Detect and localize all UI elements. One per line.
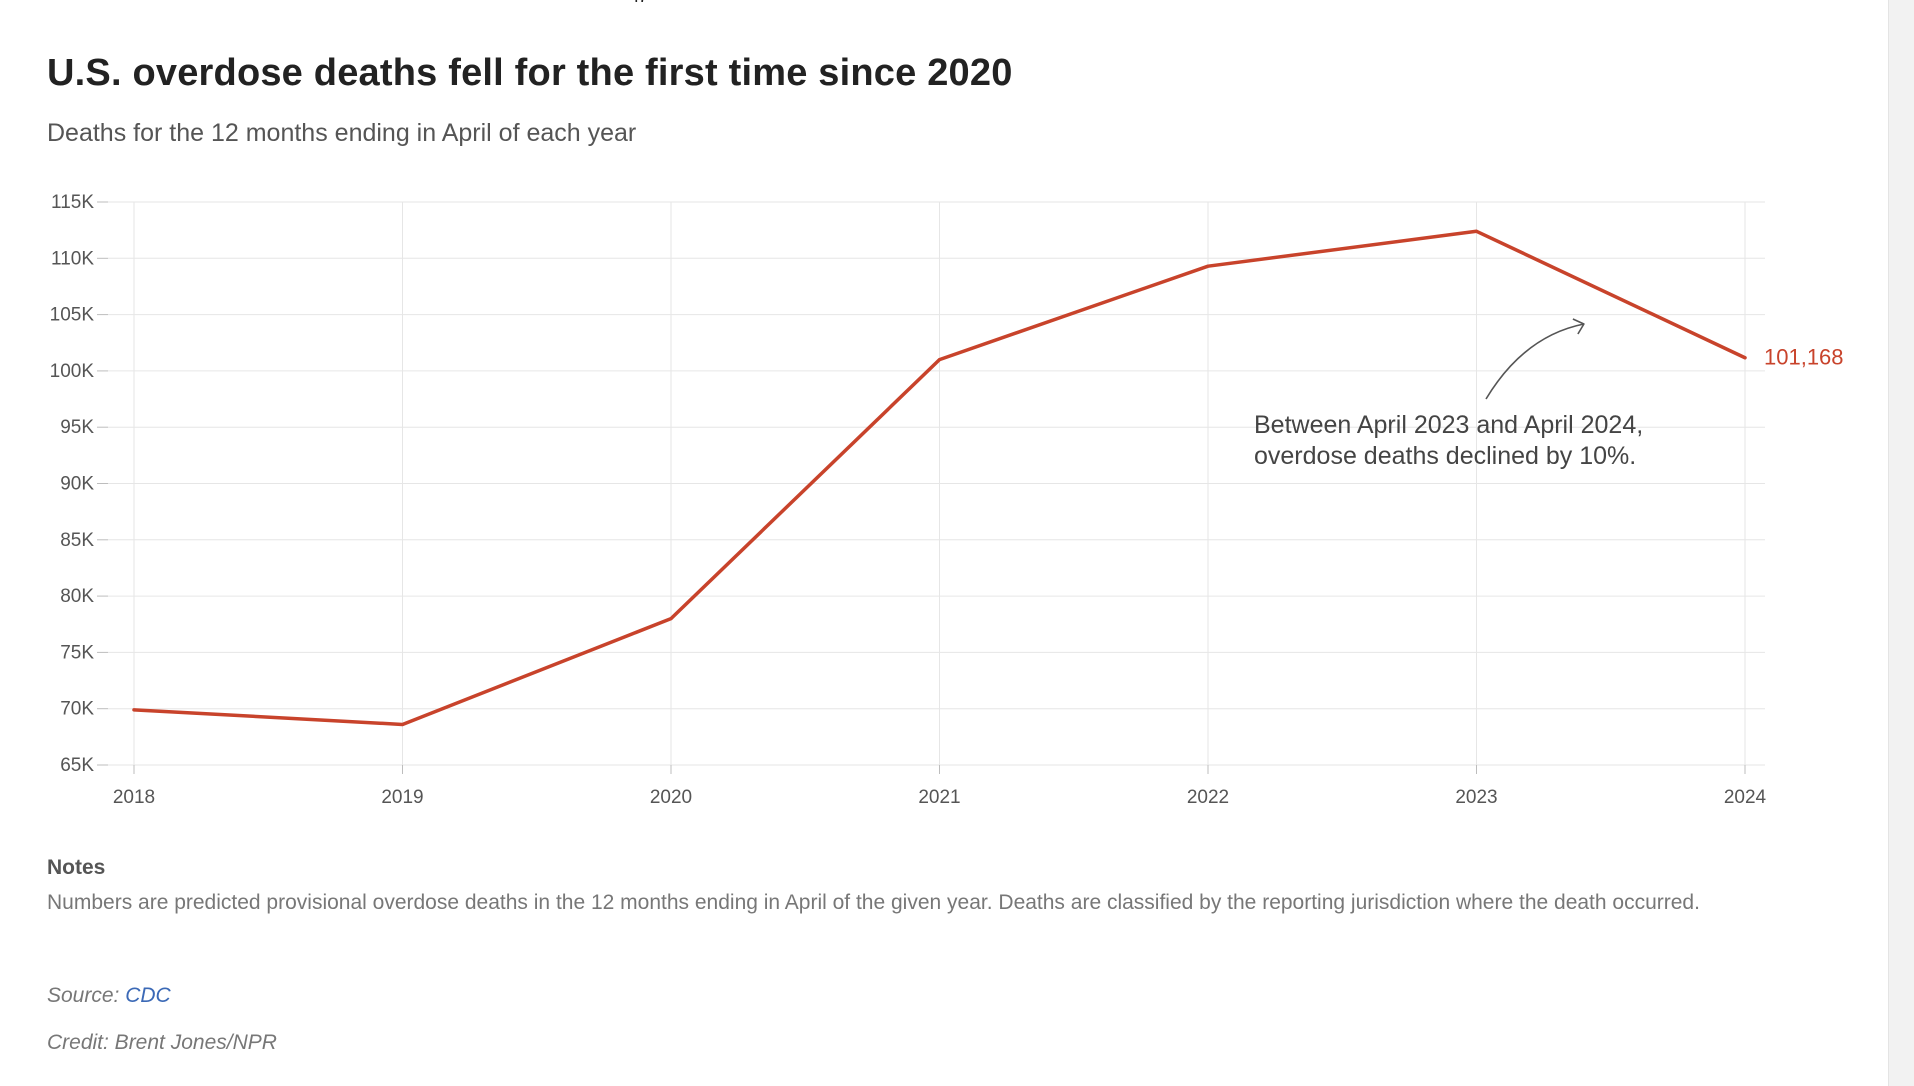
grid-layer <box>108 201 1765 766</box>
annotation-arrow <box>1485 323 1585 400</box>
chart-subtitle: Deaths for the 12 months ending in April… <box>47 119 637 147</box>
series-layer: 101,168 <box>132 229 1844 727</box>
y-tick-label: 80K <box>60 586 94 607</box>
source-prefix: Source: <box>47 984 120 1007</box>
scrollbar-track[interactable] <box>1888 0 1914 1086</box>
data-point <box>1743 356 1747 360</box>
data-point <box>401 722 404 726</box>
y-tick-label: 65K <box>60 755 94 776</box>
credit-line: Credit: Brent Jones/NPR <box>47 1031 277 1054</box>
x-tick-label: 2023 <box>1455 787 1497 808</box>
notes-text: Numbers are predicted provisional overdo… <box>47 891 1700 914</box>
y-tick-label: 90K <box>60 474 94 495</box>
x-tick-label: 2022 <box>1187 787 1229 808</box>
y-tick-label: 85K <box>60 530 94 551</box>
x-tick-label: 2020 <box>650 787 692 808</box>
data-point <box>1206 264 1210 268</box>
data-point <box>938 358 941 362</box>
annotation-arrowhead <box>1572 318 1585 335</box>
end-value-label: 101,168 <box>1764 345 1844 370</box>
source-link[interactable]: CDC <box>125 984 171 1007</box>
data-point <box>132 708 136 712</box>
y-tick-label: 110K <box>51 248 94 269</box>
x-tick-label: 2024 <box>1724 787 1767 808</box>
data-point <box>1475 229 1478 233</box>
annotation-line: Between April 2023 and April 2024, <box>1254 411 1643 439</box>
annotation-line: overdose deaths declined by 10%. <box>1254 442 1636 470</box>
y-tick-label: 95K <box>60 417 94 438</box>
data-point <box>669 617 673 621</box>
notes-heading: Notes <box>47 856 106 879</box>
x-tick-label: 2021 <box>918 787 960 808</box>
y-tick-label: 70K <box>60 699 94 720</box>
source-line: Source: CDC <box>47 984 171 1008</box>
x-tick-label: 2019 <box>381 787 423 808</box>
x-tick-label: 2018 <box>113 787 155 808</box>
annotation-layer: Between April 2023 and April 2024, overdo… <box>1254 318 1643 470</box>
y-tick-label: 115K <box>51 192 94 213</box>
y-tick-label: 105K <box>50 305 95 326</box>
y-tick-label: 100K <box>50 361 95 382</box>
chart-title: U.S. overdose deaths fell for the first … <box>47 52 1013 94</box>
axis-layer: 65K 70K 75K 80K 85K 90K 95K 100K 105K 110K 115K 201… <box>50 192 1767 808</box>
line-chart: 65K 70K 75K 80K 85K 90K 95K 100K 105K 110K 115K 201… <box>50 192 1844 808</box>
clipped-text-fragment: p <box>634 0 646 2</box>
y-tick-label: 75K <box>60 642 94 663</box>
annotation-text: Between April 2023 and April 2024, overdo… <box>1254 411 1643 470</box>
notes-section: Notes Numbers are predicted provisional … <box>47 856 1827 917</box>
